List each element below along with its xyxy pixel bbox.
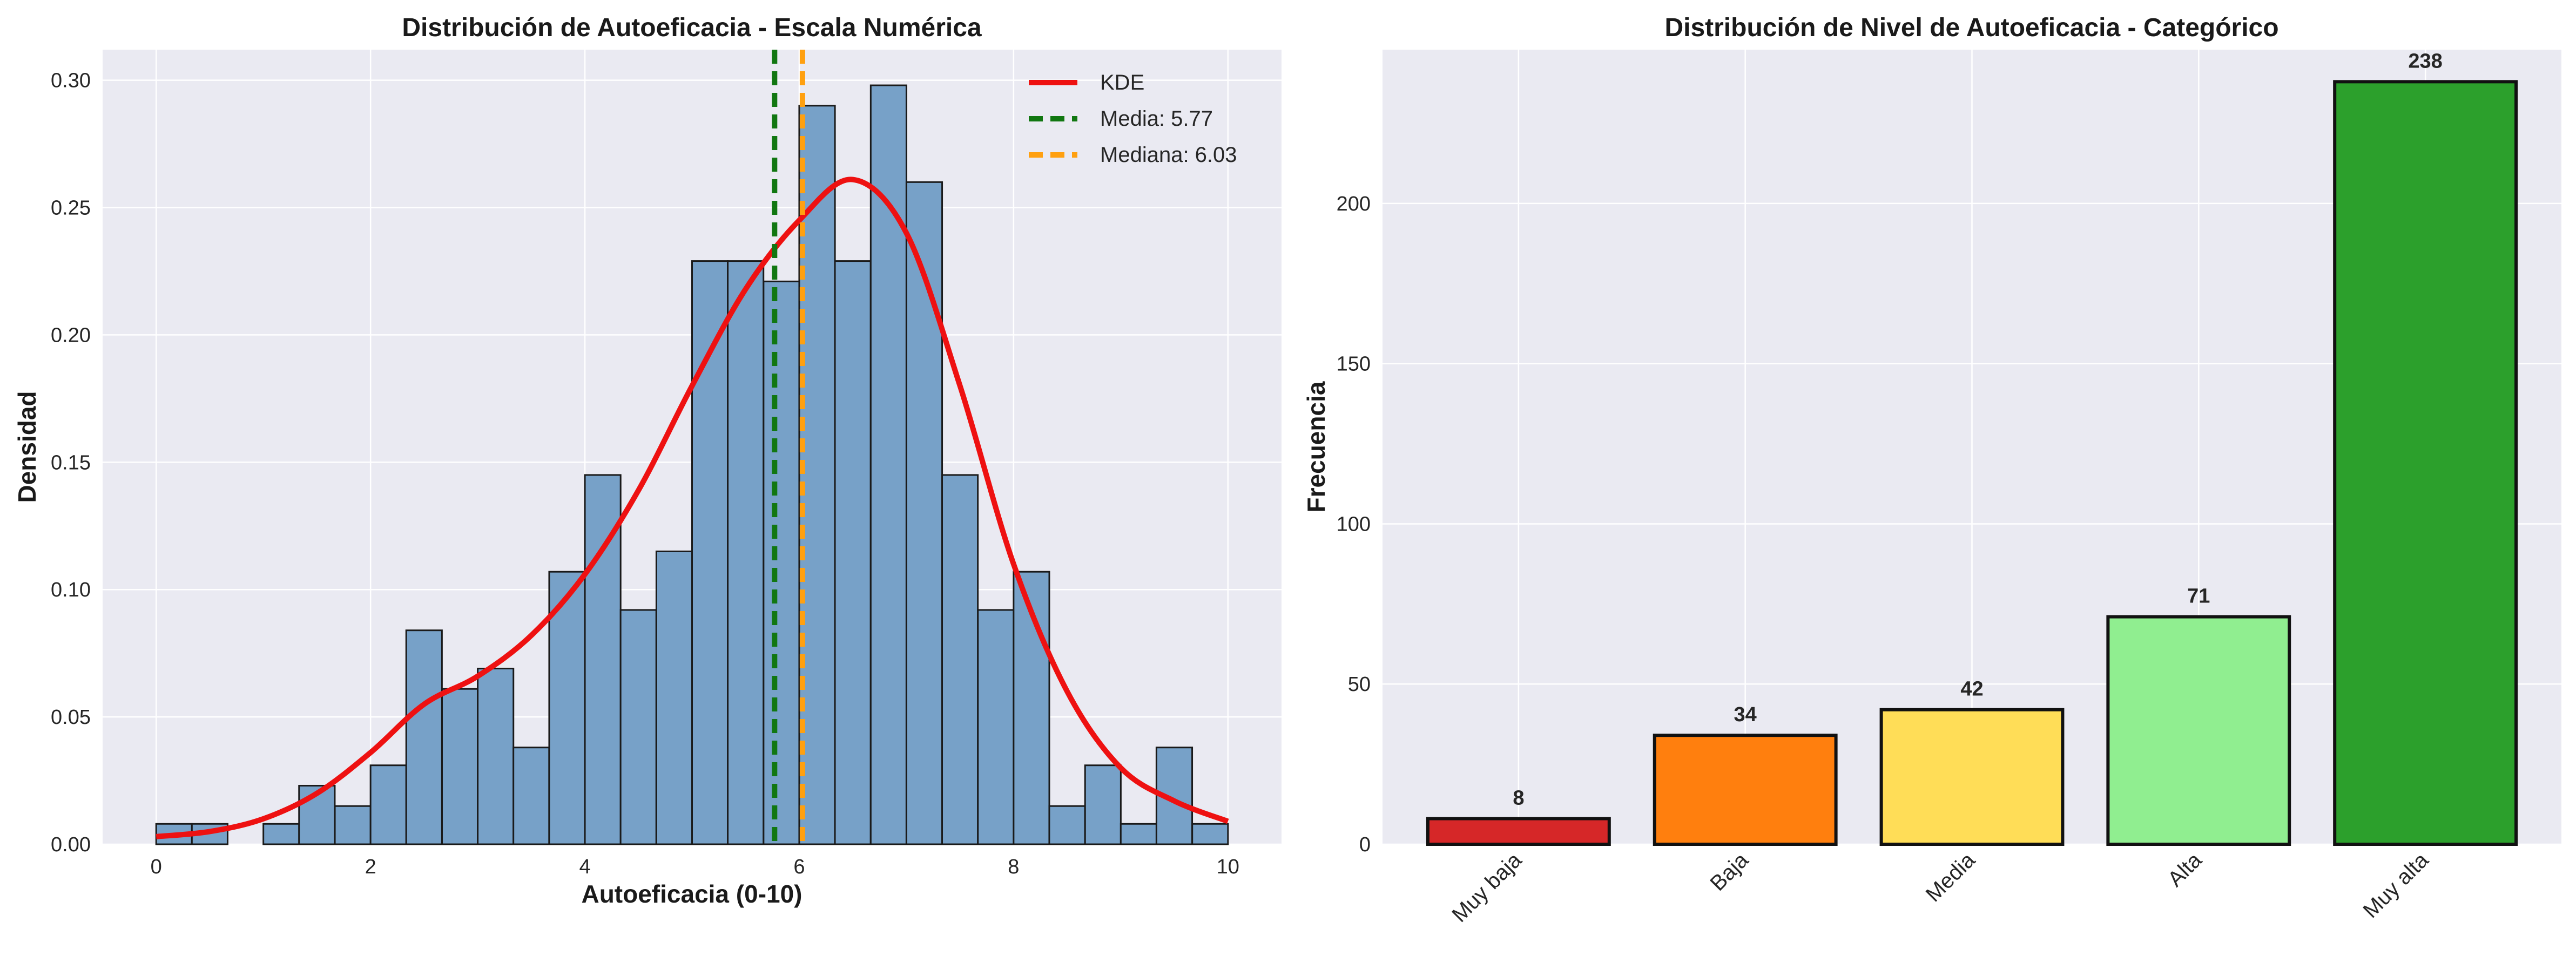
- histogram-bar: [512, 747, 550, 845]
- legend-mean-label: Media: 5.77: [1100, 107, 1213, 131]
- histogram-x-tick-label: 0: [151, 856, 162, 878]
- histogram-x-tick-label: 6: [793, 856, 805, 878]
- histogram-ticks: 0.00 0.05 0.10 0.15 0.20 0.25 0.30 0 2 4 6 8 10: [51, 70, 1239, 878]
- category-bar-value: 34: [1734, 703, 1757, 726]
- histogram-bar: [941, 474, 979, 845]
- histogram-y-tick-label: 0.25: [51, 197, 91, 220]
- category-bar-value: 71: [2187, 585, 2210, 608]
- category-y-tick-label: 0: [1359, 833, 1371, 856]
- histogram-bar: [977, 609, 1015, 845]
- histogram-x-label: Autoeficacia (0-10): [581, 880, 802, 908]
- histogram-bar: [727, 260, 765, 845]
- histogram-bar: [1191, 823, 1229, 845]
- histogram-x-tick-label: 10: [1217, 856, 1239, 878]
- histogram-y-tick-label: 0.30: [51, 70, 91, 92]
- histogram-bar: [691, 260, 729, 845]
- category-y-label: Frecuencia: [1302, 381, 1330, 512]
- histogram-bar: [441, 688, 479, 845]
- histogram-y-tick-label: 0.00: [51, 833, 91, 856]
- histogram-y-tick-label: 0.15: [51, 451, 91, 474]
- category-y-tick-label: 200: [1337, 193, 1371, 215]
- histogram-y-tick-label: 0.05: [51, 706, 91, 729]
- histogram-panel: 0.00 0.05 0.10 0.15 0.20 0.25 0.30 0 2 4 6 8 10 Dist…: [13, 13, 1282, 908]
- category-y-tick-label: 50: [1348, 673, 1371, 696]
- legend-kde-label: KDE: [1100, 71, 1144, 94]
- histogram-bar: [1048, 805, 1086, 845]
- category-bar-value: 8: [1513, 787, 1524, 810]
- histogram-bar: [548, 571, 586, 845]
- histogram-bar: [798, 105, 836, 845]
- histogram-lines: [156, 50, 1229, 844]
- histogram-legend: KDE Media: 5.77 Mediana: 6.03: [1029, 71, 1237, 167]
- category-y-tick-label: 100: [1337, 513, 1371, 535]
- histogram-bar: [262, 823, 300, 845]
- category-bar: [1426, 817, 1611, 846]
- histogram-title: Distribución de Autoeficacia - Escala Nu…: [402, 13, 982, 42]
- histogram-bar: [369, 764, 407, 845]
- histogram-bar: [905, 181, 943, 845]
- category-bar-value: 42: [1960, 678, 1983, 701]
- histogram-bars: [155, 84, 1229, 845]
- histogram-bar: [1120, 823, 1157, 845]
- histogram-bar: [655, 550, 693, 845]
- category-bars: 8 34 42 71 238: [1426, 50, 2518, 846]
- histogram-bar: [619, 609, 657, 845]
- category-bar-value: 238: [2408, 50, 2442, 72]
- histogram-bar: [477, 667, 515, 845]
- category-bar: [1653, 734, 1838, 846]
- kde-line: [156, 177, 1229, 839]
- histogram-bar: [763, 280, 800, 845]
- histogram-bar: [1084, 764, 1122, 845]
- category-bar: [2106, 615, 2291, 846]
- histogram-y-tick-label: 0.10: [51, 579, 91, 601]
- category-bar: [1879, 708, 2065, 846]
- category-y-tick-label: 150: [1337, 353, 1371, 376]
- histogram-bar: [834, 260, 872, 845]
- histogram-bar: [869, 84, 907, 845]
- histogram-x-tick-label: 4: [579, 856, 590, 878]
- histogram-x-tick-label: 2: [365, 856, 376, 878]
- histogram-bar: [334, 805, 372, 845]
- legend-median-label: Mediana: 6.03: [1100, 143, 1237, 167]
- histogram-x-tick-label: 8: [1008, 856, 1019, 878]
- category-title: Distribución de Nivel de Autoeficacia - …: [1664, 13, 2278, 42]
- histogram-y-label: Densidad: [13, 391, 41, 503]
- histogram-bar: [405, 629, 443, 845]
- histogram-y-tick-label: 0.20: [51, 324, 91, 347]
- category-bar: [2333, 80, 2518, 846]
